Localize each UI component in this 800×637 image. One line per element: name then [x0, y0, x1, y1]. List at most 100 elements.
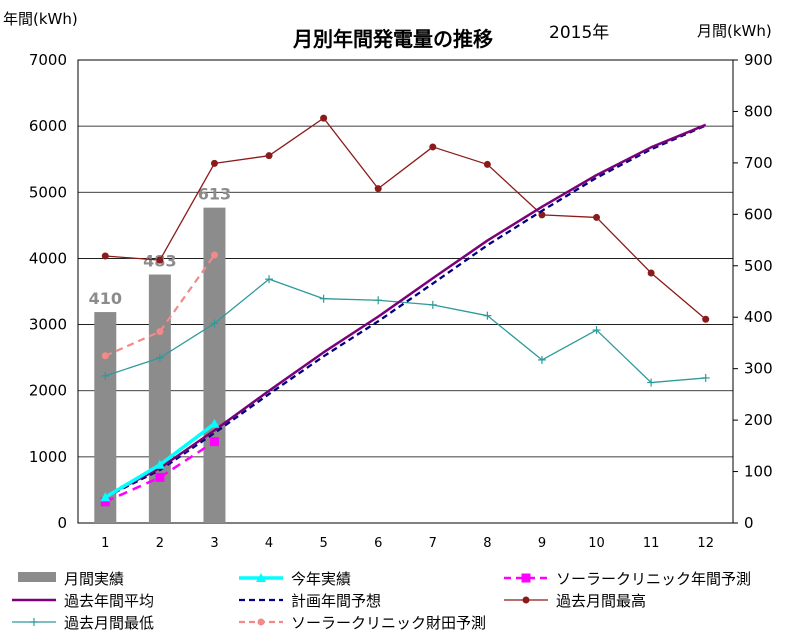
- legend-item: 今年実績: [239, 570, 351, 588]
- y-right-tick-label: 900: [744, 51, 773, 69]
- legend-label: 月間実績: [64, 570, 124, 588]
- x-tick-label: 3: [210, 536, 218, 551]
- legend-label: ソーラークリニック年間予測: [556, 570, 751, 588]
- x-tick-label: 8: [483, 536, 491, 551]
- legend-label: 過去月間最低: [64, 614, 154, 632]
- x-tick-label: 4: [265, 536, 273, 551]
- data-point: [210, 251, 218, 259]
- data-point: [647, 269, 655, 277]
- y-right-tick-label: 100: [744, 463, 773, 481]
- y-right-tick-label: 500: [744, 257, 773, 275]
- x-tick-label: 7: [429, 536, 437, 551]
- bar-series-monthly-actual: [94, 207, 226, 523]
- legend-label: 過去年間平均: [64, 592, 154, 610]
- data-point: [593, 213, 601, 221]
- x-tick-label: 10: [588, 536, 605, 551]
- data-point: [209, 418, 220, 428]
- y-right-tick-label: 0: [744, 514, 754, 532]
- legend-marker: [521, 573, 531, 583]
- legend-item: ソーラークリニック年間予測: [504, 570, 751, 588]
- y-left-axis-label: 年間(kWh): [3, 10, 78, 28]
- legend-item: 過去年間平均: [12, 592, 154, 610]
- series-line: [104, 123, 707, 498]
- legend-marker: [522, 596, 530, 604]
- x-tick-label: 9: [538, 536, 546, 551]
- series-0: [100, 418, 220, 502]
- series-5: [101, 275, 710, 387]
- data-point: [320, 114, 328, 122]
- y-right-axis-label: 月間(kWh): [697, 22, 772, 40]
- legend-label: 過去月間最高: [556, 592, 646, 610]
- bar: [148, 274, 171, 523]
- data-point: [209, 437, 219, 447]
- x-axis: 1 2 3 4 5 6 7 8 9 10 11 12: [101, 536, 714, 551]
- legend-label: ソーラークリニック財田予測: [291, 614, 486, 632]
- data-point: [155, 472, 165, 482]
- data-point: [538, 211, 546, 219]
- data-point: [100, 497, 110, 507]
- y-left-tick-label: 0: [57, 514, 67, 532]
- series-line: [105, 117, 707, 320]
- line-series: [100, 114, 710, 507]
- bar: [94, 312, 117, 523]
- x-tick-label: 11: [643, 536, 660, 551]
- bar-data-label: 613: [198, 185, 231, 204]
- data-point: [101, 352, 109, 360]
- x-tick-label: 1: [101, 536, 109, 551]
- y-left-tick-label: 5000: [29, 183, 67, 201]
- y-left-tick-label: 3000: [29, 316, 67, 334]
- data-point: [429, 143, 437, 151]
- legend-swatch: [18, 572, 56, 582]
- x-tick-label: 6: [374, 536, 382, 551]
- y-left-tick-label: 2000: [29, 382, 67, 400]
- x-tick-label: 12: [697, 536, 714, 551]
- legend-item: 月間実績: [18, 570, 124, 588]
- x-tick-label: 2: [156, 536, 164, 551]
- y-right-tick-label: 300: [744, 360, 773, 378]
- data-point: [156, 328, 164, 336]
- grid-lines: [78, 125, 733, 458]
- legend-item: 計画年間予想: [239, 592, 381, 610]
- x-tick-label: 5: [319, 536, 327, 551]
- data-point: [100, 492, 111, 502]
- legend-label: 計画年間予想: [291, 592, 381, 610]
- legend-item: 過去月間最低: [12, 614, 154, 632]
- data-point: [265, 152, 273, 160]
- series-1: [100, 437, 219, 507]
- data-point: [483, 160, 491, 168]
- y-right-axis: 0 100 200 300 400 500 600 700 800 900: [733, 51, 773, 532]
- series-2: [104, 123, 707, 498]
- plot-frame: [77, 59, 734, 524]
- chart-subtitle: 2015年: [549, 23, 609, 43]
- legend-marker: [256, 573, 266, 582]
- plot-border: [77, 59, 734, 524]
- series-line: [105, 278, 706, 384]
- data-point: [156, 256, 164, 264]
- chart-title: 月別年間発電量の推移: [292, 27, 493, 51]
- series-line: [104, 254, 216, 357]
- data-point: [154, 459, 165, 469]
- data-point: [702, 315, 710, 323]
- legend-item: 過去月間最高: [504, 592, 646, 610]
- y-left-tick-label: 1000: [29, 448, 67, 466]
- y-left-tick-label: 4000: [29, 249, 67, 267]
- y-left-tick-label: 6000: [29, 117, 67, 135]
- y-right-tick-label: 200: [744, 411, 773, 429]
- y-left-axis: 0 1000 2000 3000 4000 5000 6000 7000: [29, 51, 67, 532]
- bar-data-label: 410: [89, 289, 122, 308]
- series-line: [104, 440, 216, 503]
- y-right-tick-label: 400: [744, 308, 773, 326]
- y-right-tick-label: 700: [744, 154, 773, 172]
- data-point: [101, 252, 109, 260]
- series-line: [104, 124, 707, 499]
- bar: [203, 207, 226, 523]
- series-3: [104, 124, 707, 499]
- data-point: [374, 185, 382, 193]
- y-right-tick-label: 800: [744, 102, 773, 120]
- y-left-tick-label: 7000: [29, 51, 67, 69]
- legend-label: 今年実績: [291, 570, 351, 588]
- y-right-tick-label: 600: [744, 205, 773, 223]
- series-4: [101, 114, 710, 323]
